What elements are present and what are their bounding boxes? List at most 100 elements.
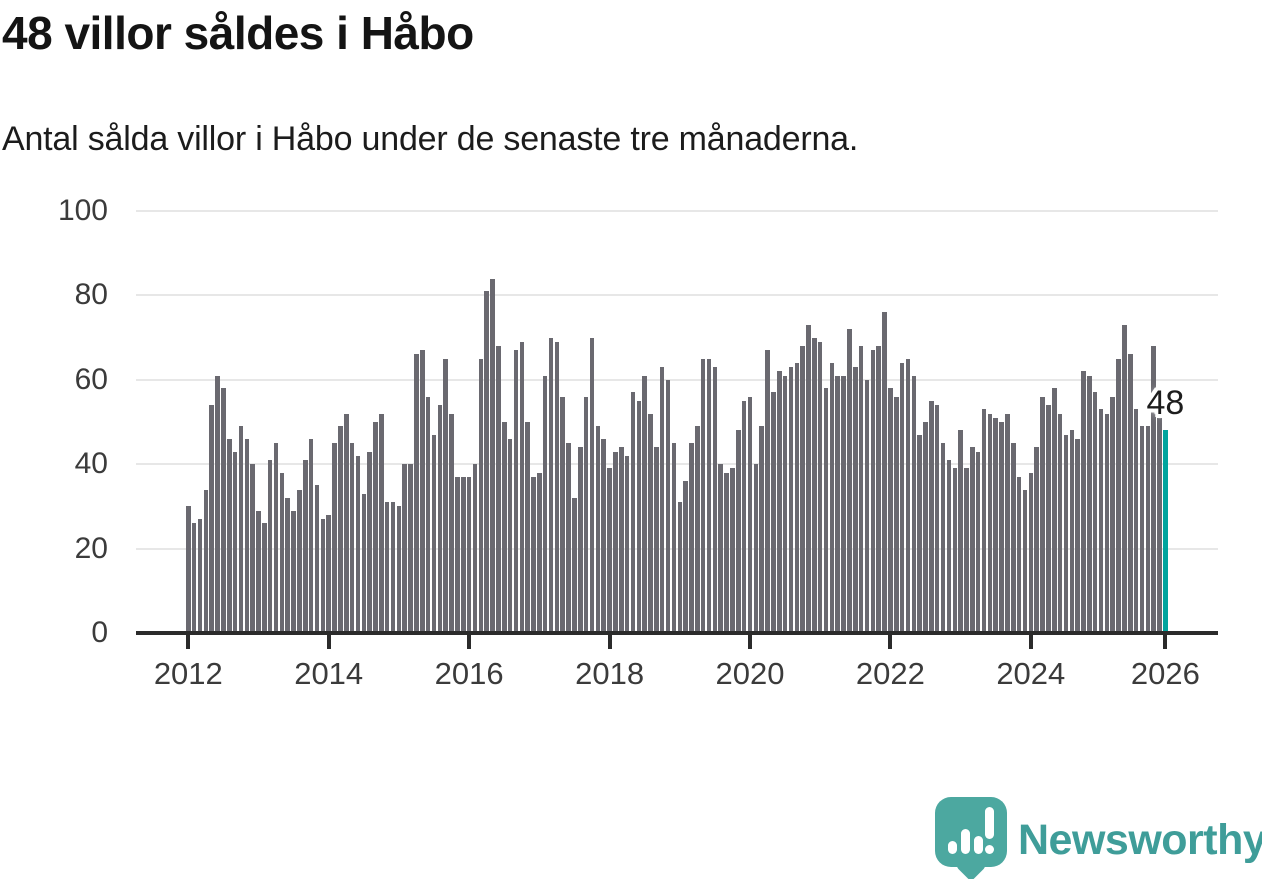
bar (1081, 371, 1086, 633)
bar (519, 341, 525, 633)
bar (583, 396, 589, 633)
x-axis-label-2014: 2014 (294, 656, 364, 691)
bar (823, 388, 829, 633)
bar (221, 388, 226, 633)
bar (215, 375, 220, 633)
gridline-y-20 (136, 547, 1218, 550)
bar (654, 447, 659, 633)
bar (736, 430, 741, 633)
bar (700, 358, 706, 633)
bar (572, 497, 577, 633)
bar (267, 459, 273, 633)
bar (513, 350, 519, 633)
bar (408, 464, 413, 633)
bar (1145, 426, 1151, 633)
bar (437, 405, 443, 633)
bar (1133, 409, 1139, 633)
bar (1087, 375, 1092, 633)
bar (262, 523, 267, 633)
bar (384, 502, 390, 633)
bar (753, 464, 759, 633)
bar (531, 476, 536, 633)
bar (186, 506, 191, 633)
bar (964, 468, 969, 633)
bar (1139, 426, 1145, 633)
bar (870, 350, 876, 633)
x-axis-label-2026: 2026 (1130, 656, 1200, 691)
bar (338, 426, 343, 633)
bar (361, 493, 367, 633)
bar (987, 413, 993, 633)
bar (326, 514, 331, 633)
bar (455, 476, 460, 633)
bar (197, 519, 203, 633)
y-axis-label-0: 0 (91, 616, 108, 649)
bar (905, 358, 911, 633)
y-axis-label-20: 20 (74, 531, 108, 565)
bar (975, 451, 981, 633)
bar (893, 396, 899, 633)
bar (279, 472, 285, 633)
bar (1022, 489, 1028, 633)
bar (648, 413, 653, 633)
newsworthy-logo-icon (935, 797, 1007, 879)
bar (1092, 392, 1098, 633)
bar (794, 362, 800, 633)
bar (776, 371, 782, 633)
bar (1069, 430, 1075, 633)
bar (379, 413, 384, 633)
bar (209, 405, 214, 633)
bar (449, 413, 454, 633)
bar (373, 422, 378, 633)
brand-wordmark: Newsworthy (1018, 816, 1262, 864)
bar (595, 426, 601, 633)
x-tick-2016 (467, 635, 472, 649)
bar (490, 278, 495, 633)
bar (308, 438, 314, 633)
logo-mini-bar-chart-icon (948, 829, 983, 854)
bar (970, 447, 975, 633)
bar (420, 350, 425, 633)
bar (718, 464, 723, 633)
chart-subtitle: Antal sålda villor i Håbo under de senas… (2, 120, 859, 158)
bar (343, 413, 349, 633)
bar (800, 346, 805, 633)
bar (1157, 417, 1162, 633)
x-tick-2018 (607, 635, 612, 649)
bar (507, 438, 513, 633)
bar (1051, 388, 1057, 633)
x-tick-2020 (748, 635, 752, 649)
bar (496, 346, 501, 633)
bar (226, 438, 232, 633)
bar (548, 337, 554, 633)
bar (771, 392, 776, 633)
speech-bubble-tail-icon (955, 850, 987, 879)
bar (578, 447, 583, 633)
bar (712, 367, 718, 633)
bar (297, 489, 302, 633)
bar (993, 417, 998, 633)
bar (431, 434, 437, 633)
bar (390, 502, 396, 633)
bar (613, 451, 618, 633)
bar (1122, 324, 1127, 633)
bar (929, 400, 934, 633)
bar (355, 455, 361, 633)
bar (630, 392, 636, 633)
bar (782, 375, 788, 633)
bar (320, 519, 326, 633)
bar (706, 358, 712, 633)
bar (730, 468, 735, 633)
bar (677, 502, 683, 633)
bar (888, 388, 893, 633)
bar-current-highlight (1163, 430, 1168, 633)
bar (624, 455, 630, 633)
bar (232, 451, 238, 633)
bar (724, 472, 729, 633)
bar (876, 346, 881, 633)
gridline-y-40 (136, 463, 1218, 466)
bar (812, 337, 817, 633)
bar (425, 396, 431, 633)
bar (695, 426, 700, 633)
